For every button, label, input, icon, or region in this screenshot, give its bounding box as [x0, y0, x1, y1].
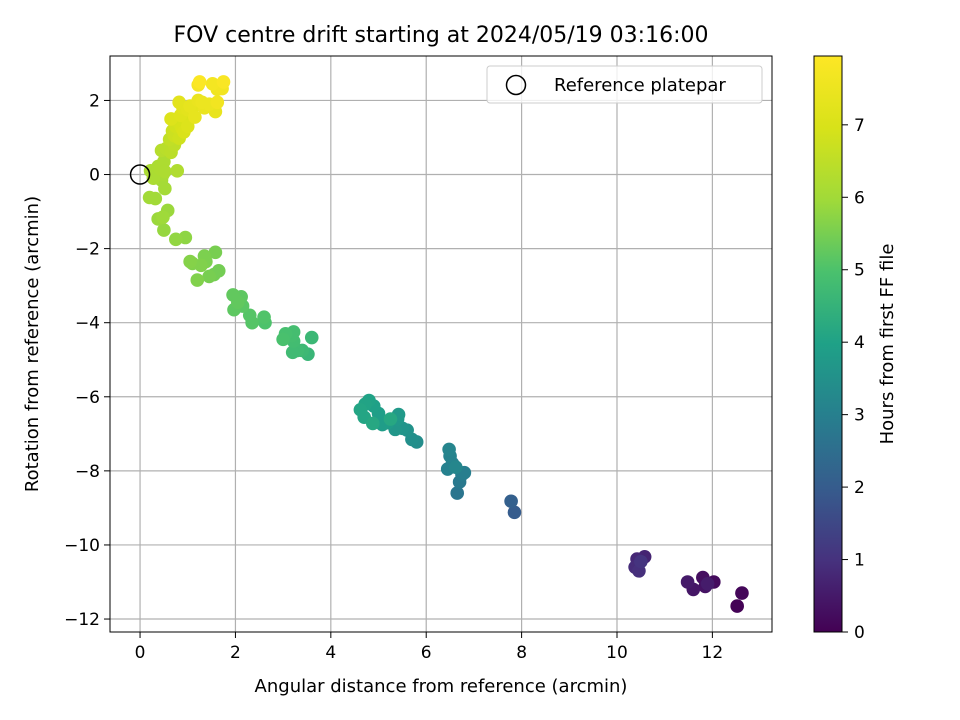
legend-label: Reference platepar — [554, 75, 726, 96]
data-point — [448, 460, 463, 474]
data-point — [210, 95, 225, 110]
x-tick-label: 6 — [421, 643, 432, 663]
y-tick-label: −12 — [64, 610, 100, 630]
data-point — [188, 110, 202, 124]
data-point — [242, 308, 257, 323]
data-point — [205, 76, 220, 91]
colorbar-tick-label: 6 — [854, 188, 865, 208]
axis-ticks: 0 2 4 6 8 10 12 −12 −10 −8 −6 −4 −2 0 2 — [64, 91, 723, 663]
data-point — [507, 505, 522, 520]
data-point — [634, 554, 648, 569]
data-point — [442, 442, 456, 457]
data-point — [190, 273, 205, 287]
x-tick-label: 4 — [325, 643, 336, 663]
data-point — [202, 269, 217, 284]
y-tick-label: 0 — [89, 166, 100, 186]
data-point — [157, 154, 171, 169]
data-point — [730, 599, 744, 613]
data-point — [450, 486, 465, 500]
y-tick-label: −10 — [64, 536, 100, 556]
data-point — [183, 254, 197, 269]
x-tick-label: 12 — [702, 643, 724, 663]
legend-open-circle-marker — [505, 74, 527, 96]
chart-title: FOV centre drift starting at 2024/05/19 … — [174, 23, 709, 48]
colorbar-tick-label: 5 — [854, 261, 865, 281]
data-point — [158, 164, 172, 179]
data-points — [142, 75, 749, 613]
legend-box — [486, 65, 763, 104]
colorbar-gradient — [813, 55, 843, 633]
data-point — [195, 95, 209, 110]
y-axis-label: Rotation from reference (arcmin) — [22, 196, 43, 492]
data-point — [383, 412, 398, 426]
x-tick-label: 2 — [230, 643, 241, 663]
colorbar-ticks: 0 1 2 3 4 5 6 7 — [842, 116, 865, 643]
data-point — [208, 245, 223, 260]
x-tick-label: 8 — [516, 643, 527, 663]
data-point — [192, 75, 207, 89]
data-point — [304, 330, 319, 345]
colorbar-tick-label: 7 — [854, 116, 865, 136]
data-point — [276, 332, 290, 347]
data-point — [142, 190, 157, 205]
y-tick-label: −6 — [75, 388, 100, 408]
data-point — [180, 119, 195, 134]
data-point — [170, 164, 185, 178]
reference-marker-group — [129, 164, 151, 185]
data-point — [156, 210, 170, 224]
data-point — [216, 75, 231, 89]
colorbar-tick-label: 1 — [854, 551, 865, 571]
x-tick-label: 0 — [135, 643, 146, 663]
colorbar-label: Hours from first FF file — [877, 244, 898, 445]
data-point — [157, 223, 171, 237]
x-tick-label: 10 — [606, 643, 628, 663]
data-point — [231, 295, 245, 310]
colorbar-tick-label: 0 — [854, 623, 865, 643]
data-point — [700, 577, 715, 591]
y-tick-label: −4 — [75, 314, 100, 334]
y-tick-label: −8 — [75, 462, 100, 482]
data-point — [365, 416, 380, 431]
data-point — [504, 494, 518, 509]
data-point — [285, 345, 300, 360]
colorbar-tick-label: 3 — [854, 406, 865, 426]
colorbar-tick-label: 2 — [854, 478, 865, 498]
y-tick-label: −2 — [75, 240, 100, 260]
grid-lines — [110, 56, 772, 632]
data-point — [169, 232, 183, 247]
y-tick-label: 2 — [89, 91, 100, 111]
colorbar: 0 1 2 3 4 5 6 7 Hours from first FF file — [813, 55, 898, 643]
data-point — [680, 575, 695, 589]
x-axis-label: Angular distance from reference (arcmin) — [255, 676, 628, 697]
data-point — [257, 310, 271, 324]
colorbar-tick-label: 4 — [854, 333, 865, 353]
reference-platepar-marker — [129, 164, 151, 185]
data-point — [735, 586, 749, 600]
legend: Reference platepar — [486, 65, 763, 104]
plot-frame — [109, 55, 773, 633]
